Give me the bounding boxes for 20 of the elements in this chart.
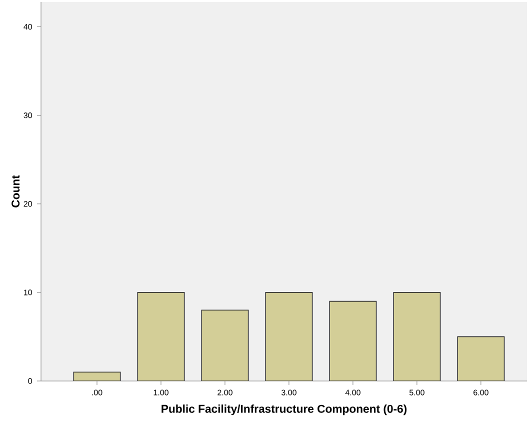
bar: [137, 292, 185, 381]
x-tick-label: 2.00: [218, 390, 232, 396]
y-tick-label: 20: [24, 201, 32, 207]
y-tick-label: 0: [28, 378, 32, 384]
x-tick-label: 3.00: [281, 390, 296, 396]
bar: [201, 310, 249, 381]
bar: [265, 292, 313, 381]
bar: [329, 300, 377, 381]
bar: [393, 292, 441, 381]
x-tick-label: 1.00: [154, 390, 168, 396]
x-tick-label: 5.00: [409, 390, 424, 396]
x-axis-title: Public Facility/Infrastructure Component (0-6): [162, 404, 407, 416]
bar: [457, 336, 505, 381]
x-tick-label: 6.00: [474, 390, 488, 396]
y-tick-label: 10: [24, 290, 32, 296]
x-tick-label: .00: [92, 390, 102, 396]
x-tick-label: 4.00: [345, 390, 360, 396]
y-tick-label: 40: [24, 24, 32, 30]
y-tick-label: 30: [24, 112, 32, 118]
y-axis-title: Count: [12, 175, 20, 208]
